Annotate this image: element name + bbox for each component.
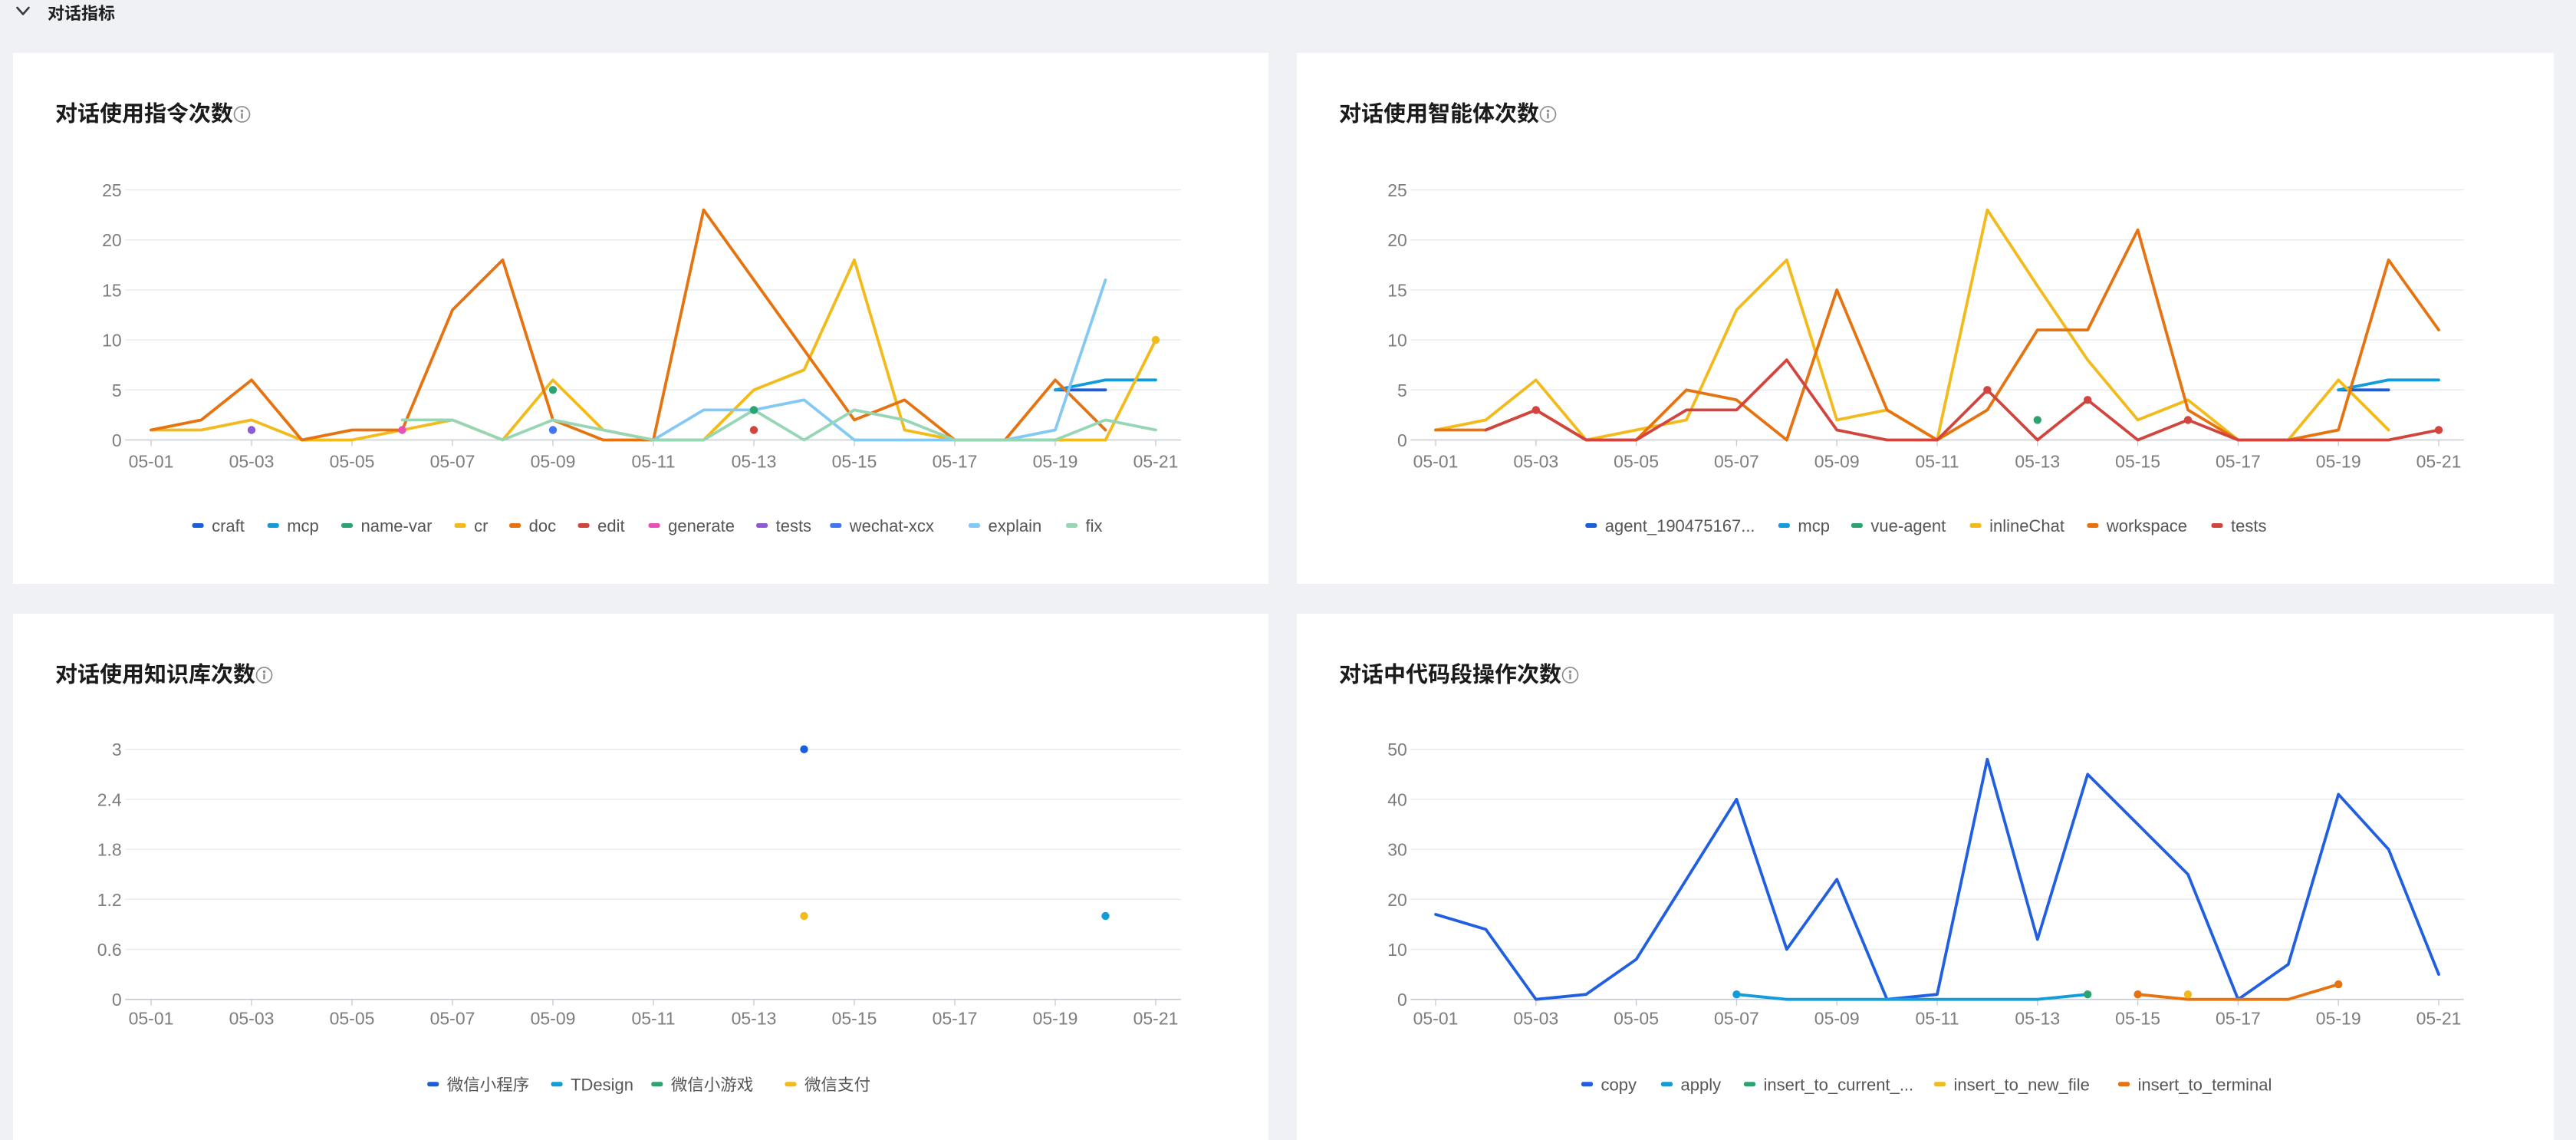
svg-text:tests: tests bbox=[776, 516, 811, 535]
svg-text:0: 0 bbox=[1397, 990, 1407, 1010]
svg-text:20: 20 bbox=[1387, 890, 1407, 910]
svg-text:05-11: 05-11 bbox=[1915, 1009, 1959, 1029]
svg-text:fix: fix bbox=[1086, 516, 1103, 535]
svg-text:tests: tests bbox=[2231, 516, 2266, 535]
svg-text:05-19: 05-19 bbox=[1033, 452, 1078, 472]
svg-text:05-11: 05-11 bbox=[631, 452, 675, 472]
svg-text:05-21: 05-21 bbox=[2416, 1009, 2462, 1029]
svg-text:05-21: 05-21 bbox=[2416, 452, 2462, 472]
svg-text:generate: generate bbox=[668, 516, 735, 535]
svg-text:doc: doc bbox=[529, 516, 556, 535]
svg-text:05-21: 05-21 bbox=[1133, 452, 1179, 472]
svg-text:05-13: 05-13 bbox=[2015, 452, 2060, 472]
svg-text:25: 25 bbox=[102, 180, 122, 200]
svg-text:05-03: 05-03 bbox=[229, 1009, 275, 1029]
svg-text:15: 15 bbox=[1387, 280, 1407, 300]
svg-text:cr: cr bbox=[474, 516, 488, 535]
svg-text:05-09: 05-09 bbox=[531, 452, 576, 472]
svg-text:05-19: 05-19 bbox=[2316, 1009, 2361, 1029]
svg-text:0: 0 bbox=[112, 990, 122, 1010]
svg-text:inlineChat: inlineChat bbox=[1989, 516, 2064, 535]
svg-text:05-01: 05-01 bbox=[1413, 1009, 1459, 1029]
svg-text:0: 0 bbox=[112, 430, 122, 450]
svg-text:05-07: 05-07 bbox=[430, 1009, 475, 1029]
svg-text:wechat-xcx: wechat-xcx bbox=[849, 516, 934, 535]
svg-text:05-13: 05-13 bbox=[2015, 1009, 2060, 1029]
svg-text:05-05: 05-05 bbox=[1614, 1009, 1659, 1029]
svg-text:05-09: 05-09 bbox=[531, 1009, 576, 1029]
svg-text:05-05: 05-05 bbox=[330, 1009, 375, 1029]
svg-text:05-03: 05-03 bbox=[229, 452, 275, 472]
svg-text:05-01: 05-01 bbox=[129, 1009, 174, 1029]
svg-text:05-03: 05-03 bbox=[1513, 1009, 1558, 1029]
svg-text:insert_to_current_...: insert_to_current_... bbox=[1764, 1075, 1914, 1094]
svg-text:10: 10 bbox=[102, 331, 122, 351]
svg-text:05-11: 05-11 bbox=[1915, 452, 1959, 472]
svg-text:05-13: 05-13 bbox=[732, 1009, 777, 1029]
svg-text:05-21: 05-21 bbox=[1133, 1009, 1179, 1029]
svg-text:05-17: 05-17 bbox=[933, 452, 978, 472]
svg-text:05-17: 05-17 bbox=[933, 1009, 978, 1029]
svg-text:05-15: 05-15 bbox=[832, 452, 877, 472]
svg-text:05-05: 05-05 bbox=[1614, 452, 1659, 472]
svg-text:05-19: 05-19 bbox=[2316, 452, 2361, 472]
svg-text:05-09: 05-09 bbox=[1814, 452, 1860, 472]
svg-text:0.6: 0.6 bbox=[97, 940, 122, 960]
svg-text:25: 25 bbox=[1387, 180, 1407, 200]
svg-text:copy: copy bbox=[1601, 1075, 1637, 1094]
svg-text:3: 3 bbox=[112, 740, 122, 759]
svg-text:craft: craft bbox=[212, 516, 245, 535]
svg-text:agent_190475167...: agent_190475167... bbox=[1605, 516, 1755, 535]
svg-text:insert_to_new_file: insert_to_new_file bbox=[1954, 1075, 2090, 1094]
svg-text:apply: apply bbox=[1681, 1075, 1722, 1094]
svg-text:05-13: 05-13 bbox=[732, 452, 777, 472]
svg-text:10: 10 bbox=[1387, 331, 1407, 351]
svg-text:05-03: 05-03 bbox=[1513, 452, 1558, 472]
svg-text:05-11: 05-11 bbox=[631, 1009, 675, 1029]
svg-text:05-17: 05-17 bbox=[2216, 452, 2261, 472]
svg-text:insert_to_terminal: insert_to_terminal bbox=[2138, 1075, 2272, 1094]
svg-text:TDesign: TDesign bbox=[571, 1075, 633, 1094]
svg-text:workspace: workspace bbox=[2106, 516, 2187, 535]
svg-text:05-05: 05-05 bbox=[330, 452, 375, 472]
svg-text:05-07: 05-07 bbox=[1714, 452, 1759, 472]
svg-text:5: 5 bbox=[112, 381, 122, 400]
svg-text:50: 50 bbox=[1387, 740, 1407, 759]
svg-text:1.8: 1.8 bbox=[97, 840, 122, 860]
svg-text:explain: explain bbox=[989, 516, 1042, 535]
svg-text:05-07: 05-07 bbox=[1714, 1009, 1759, 1029]
svg-text:mcp: mcp bbox=[287, 516, 319, 535]
svg-text:30: 30 bbox=[1387, 840, 1407, 860]
svg-text:05-15: 05-15 bbox=[2115, 452, 2160, 472]
svg-text:name-var: name-var bbox=[361, 516, 433, 535]
svg-text:0: 0 bbox=[1397, 430, 1407, 450]
svg-text:05-01: 05-01 bbox=[1413, 452, 1459, 472]
svg-text:1.2: 1.2 bbox=[97, 890, 122, 910]
svg-text:05-01: 05-01 bbox=[129, 452, 174, 472]
svg-text:05-19: 05-19 bbox=[1033, 1009, 1078, 1029]
svg-text:05-07: 05-07 bbox=[430, 452, 475, 472]
svg-text:20: 20 bbox=[1387, 230, 1407, 250]
svg-text:edit: edit bbox=[597, 516, 624, 535]
svg-text:05-15: 05-15 bbox=[2115, 1009, 2160, 1029]
svg-text:05-17: 05-17 bbox=[2216, 1009, 2261, 1029]
svg-text:05-15: 05-15 bbox=[832, 1009, 877, 1029]
svg-text:05-09: 05-09 bbox=[1814, 1009, 1860, 1029]
svg-text:20: 20 bbox=[102, 230, 122, 250]
svg-text:15: 15 bbox=[102, 280, 122, 300]
svg-text:40: 40 bbox=[1387, 789, 1407, 809]
svg-text:5: 5 bbox=[1397, 381, 1407, 400]
svg-text:10: 10 bbox=[1387, 940, 1407, 960]
svg-text:vue-agent: vue-agent bbox=[1870, 516, 1946, 535]
svg-text:2.4: 2.4 bbox=[97, 789, 122, 809]
svg-text:mcp: mcp bbox=[1798, 516, 1830, 535]
